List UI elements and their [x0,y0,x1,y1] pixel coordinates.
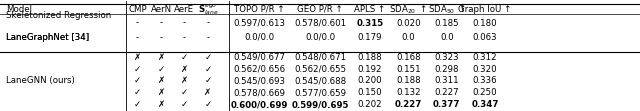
Text: ✓: ✓ [180,53,188,62]
Text: 0.577/0.659: 0.577/0.659 [294,88,346,97]
Text: 0.545/0.688: 0.545/0.688 [294,76,346,85]
Text: 0.562/0.655: 0.562/0.655 [294,65,346,74]
Text: 0.545/0.693: 0.545/0.693 [233,76,285,85]
Text: ✗: ✗ [157,100,165,109]
Text: Graph IoU ↑: Graph IoU ↑ [458,5,512,14]
Text: 0.151: 0.151 [396,65,420,74]
Text: 0.548/0.671: 0.548/0.671 [294,53,346,62]
Text: 0.312: 0.312 [473,53,497,62]
Text: 0.185: 0.185 [435,19,459,28]
Text: 0.168: 0.168 [396,53,420,62]
Text: ✓: ✓ [204,65,212,74]
Text: 0.336: 0.336 [473,76,497,85]
Text: -: - [136,19,139,28]
Text: 0.179: 0.179 [358,33,382,42]
Text: -: - [183,19,186,28]
Text: 0.227: 0.227 [435,88,459,97]
Text: 0.188: 0.188 [358,53,382,62]
Text: Model: Model [6,5,33,14]
Text: 0.250: 0.250 [473,88,497,97]
Text: 0.315: 0.315 [356,19,383,28]
Text: -: - [207,19,209,28]
Text: 0.063: 0.063 [473,33,497,42]
Text: ✓: ✓ [134,76,141,85]
Text: ✓: ✓ [180,88,188,97]
Text: 0.298: 0.298 [435,65,459,74]
Text: LaneGNN (ours): LaneGNN (ours) [6,76,75,85]
Text: ✓: ✓ [134,88,141,97]
Text: 0.200: 0.200 [358,76,382,85]
Text: $\mathbf{S}^{ego}_{lane}$: $\mathbf{S}^{ego}_{lane}$ [198,2,218,17]
Text: -: - [183,33,186,42]
Text: 0.562/0.656: 0.562/0.656 [233,65,285,74]
Text: ✓: ✓ [180,100,188,109]
Text: ✓: ✓ [204,76,212,85]
Text: ✗: ✗ [180,76,188,85]
Text: ✗: ✗ [134,53,141,62]
Text: 0.188: 0.188 [396,76,420,85]
Text: APLS ↑: APLS ↑ [355,5,385,14]
Text: ✗: ✗ [204,88,212,97]
Text: ✗: ✗ [157,76,165,85]
Text: LaneGraphNet [34]: LaneGraphNet [34] [6,33,90,42]
Text: 0.202: 0.202 [358,100,382,109]
Text: GEO P/R ↑: GEO P/R ↑ [297,5,343,14]
Text: -: - [160,33,163,42]
Text: 0.180: 0.180 [473,19,497,28]
Text: -: - [160,19,163,28]
Text: 0.320: 0.320 [473,65,497,74]
Text: 0.323: 0.323 [435,53,459,62]
Text: 0.599/0.695: 0.599/0.695 [291,100,349,109]
Text: SDA$_{50}$ $\uparrow$: SDA$_{50}$ $\uparrow$ [428,3,466,16]
Text: 0.0: 0.0 [401,33,415,42]
Text: 0.311: 0.311 [435,76,459,85]
Text: 0.347: 0.347 [472,100,499,109]
Text: 0.150: 0.150 [358,88,382,97]
Text: 0.192: 0.192 [358,65,382,74]
Text: 0.020: 0.020 [396,19,420,28]
Text: CMP: CMP [128,5,147,14]
Text: LaneGraphNet [34]: LaneGraphNet [34] [6,33,90,42]
Text: 0.0/0.0: 0.0/0.0 [244,33,275,42]
Text: AerN: AerN [150,5,172,14]
Text: 0.227: 0.227 [395,100,422,109]
Text: AerE: AerE [174,5,195,14]
Text: 0.549/0.677: 0.549/0.677 [233,53,285,62]
Text: ✓: ✓ [204,100,212,109]
Text: 0.600/0.699: 0.600/0.699 [230,100,288,109]
Text: ✓: ✓ [134,65,141,74]
Text: ✗: ✗ [157,53,165,62]
Text: Skeletonized Regression: Skeletonized Regression [6,11,111,20]
Text: 0.597/0.613: 0.597/0.613 [233,19,285,28]
Text: -: - [136,33,139,42]
Text: ✓: ✓ [134,100,141,109]
Text: 0.0: 0.0 [440,33,454,42]
Text: 0.377: 0.377 [433,100,460,109]
Text: 0.578/0.669: 0.578/0.669 [233,88,285,97]
Text: ✗: ✗ [180,65,188,74]
Text: ✗: ✗ [157,88,165,97]
Text: 0.0/0.0: 0.0/0.0 [305,33,335,42]
Text: ✓: ✓ [157,65,165,74]
Text: TOPO P/R ↑: TOPO P/R ↑ [234,5,285,14]
Text: 0.578/0.601: 0.578/0.601 [294,19,346,28]
Text: ✓: ✓ [204,53,212,62]
Text: SDA$_{20}$ $\uparrow$: SDA$_{20}$ $\uparrow$ [389,3,428,16]
Text: -: - [207,33,209,42]
Text: 0.132: 0.132 [396,88,420,97]
